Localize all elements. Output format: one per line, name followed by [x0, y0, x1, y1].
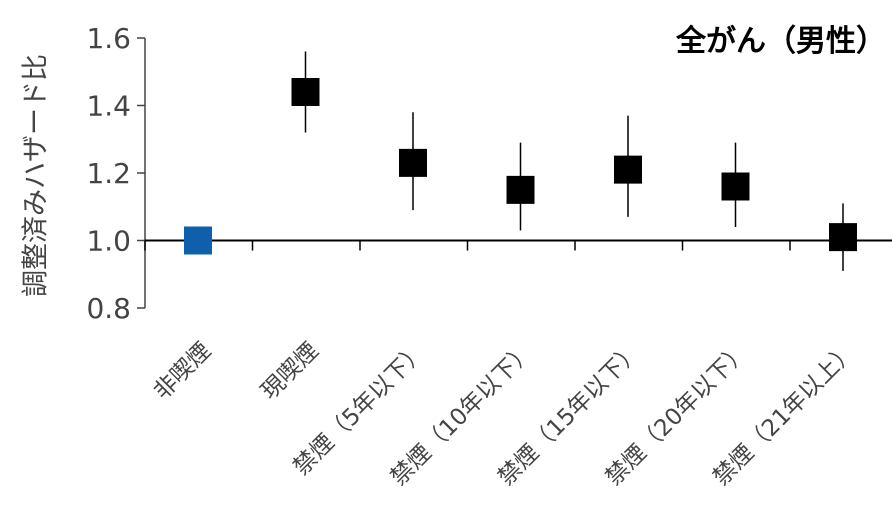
axes: [137, 37, 892, 309]
chart-title: 全がん（男性）: [676, 24, 886, 59]
y-axis-label: 調整済みハザード比: [20, 54, 52, 297]
y-tick-labels: 0.8 1.0 1.2 1.4 1.6: [86, 22, 131, 325]
y-tick-label: 0.8: [86, 292, 131, 325]
data-point: [184, 226, 212, 255]
data-point: [829, 223, 857, 252]
data-point: [506, 175, 535, 204]
data-point: [399, 148, 427, 177]
y-tick-label: 1.4: [86, 90, 131, 123]
y-tick-label: 1.0: [86, 225, 131, 258]
y-tick-label: 1.6: [86, 22, 131, 55]
data-point: [721, 172, 750, 201]
x-tick-label: 現喫煙: [257, 338, 324, 405]
data-point: [291, 78, 320, 106]
data-point: [614, 155, 642, 184]
x-tick-label: 非喫煙: [149, 338, 216, 405]
data-marks: [184, 51, 857, 271]
x-tick-labels: 非喫煙 現喫煙禁煙（5年以下）禁煙（10年以下）禁煙（15年以下）禁煙（20年以下…: [149, 338, 861, 491]
y-tick-label: 1.2: [86, 157, 131, 190]
